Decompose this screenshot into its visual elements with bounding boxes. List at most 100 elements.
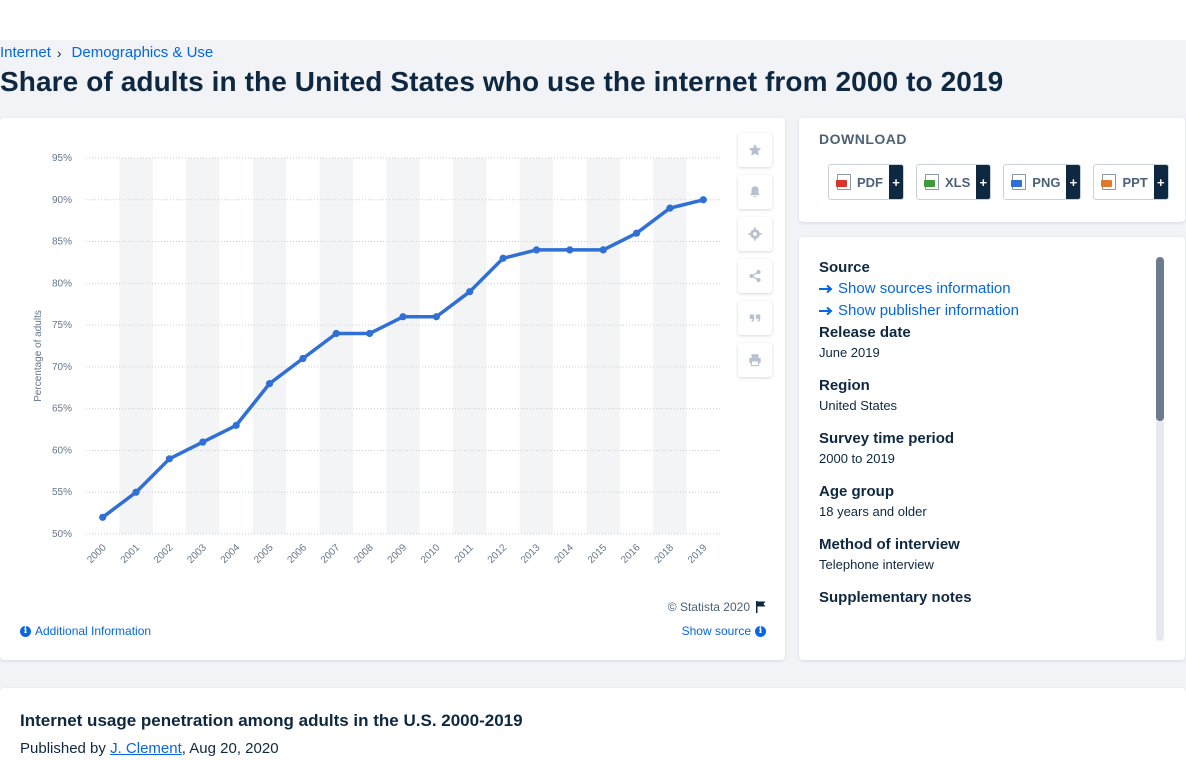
author-link[interactable]: J. Clement — [110, 740, 182, 757]
y-tick-label: 70% — [52, 362, 72, 373]
age-group-value: 18 years and older — [819, 504, 927, 519]
xls-file-icon — [924, 174, 939, 190]
ppt-file-icon — [1101, 174, 1117, 190]
star-icon — [748, 143, 762, 156]
column-band — [386, 158, 420, 534]
download-title: DOWNLOAD — [819, 131, 907, 147]
column-band — [319, 158, 353, 534]
x-tick-label: 2010 — [419, 542, 443, 566]
printer-icon — [749, 354, 761, 367]
notification-button[interactable] — [738, 175, 772, 209]
x-tick-label: 2006 — [286, 542, 310, 566]
copyright-text: © Statista 2020 — [667, 600, 750, 614]
settings-button[interactable] — [738, 217, 772, 251]
x-tick-label: 2012 — [486, 542, 510, 566]
share-button[interactable] — [738, 259, 772, 293]
y-tick-label: 75% — [52, 320, 72, 331]
show-publisher-link[interactable]: Show publisher information — [819, 302, 1159, 319]
details-scrollbar[interactable] — [1156, 257, 1164, 641]
x-tick-label: 2005 — [252, 542, 276, 566]
data-point — [632, 229, 641, 237]
survey-period-value: 2000 to 2019 — [819, 451, 895, 466]
share-icon — [749, 270, 761, 282]
release-date-label: Release date — [819, 324, 911, 341]
column-band — [453, 158, 487, 534]
x-tick-label: 2016 — [619, 542, 643, 566]
x-tick-label: 2013 — [519, 542, 543, 566]
breadcrumb-separator-icon: › — [56, 44, 62, 61]
x-tick-label: 2018 — [653, 542, 677, 566]
download-png-plus[interactable]: + — [1066, 165, 1081, 199]
breadcrumb: Internet › Demographics & Use — [0, 44, 213, 61]
data-point — [699, 196, 707, 204]
breadcrumb-internet[interactable]: Internet — [0, 44, 51, 61]
x-tick-label: 2014 — [552, 542, 576, 566]
flag-icon[interactable] — [756, 601, 767, 613]
data-point — [132, 488, 140, 496]
column-band — [519, 158, 554, 534]
y-tick-label: 65% — [52, 404, 72, 415]
column-band — [586, 158, 620, 534]
download-png-label: PNG — [1032, 174, 1061, 190]
data-point — [165, 455, 174, 463]
x-tick-label: 2015 — [586, 542, 610, 566]
y-tick-label: 85% — [52, 237, 72, 248]
show-sources-link[interactable]: Show sources information — [819, 280, 1159, 297]
breadcrumb-demographics[interactable]: Demographics & Use — [71, 44, 214, 61]
pdf-file-icon — [836, 174, 851, 190]
download-xls-button[interactable]: XLS + — [916, 164, 992, 200]
data-point — [232, 421, 240, 429]
column-band — [653, 158, 687, 534]
download-ppt-button[interactable]: PPT + — [1093, 164, 1169, 200]
y-tick-label: 50% — [52, 529, 72, 540]
show-sources-label: Show sources information — [838, 280, 1011, 297]
download-ppt-plus[interactable]: + — [1153, 165, 1168, 199]
release-date-value: June 2019 — [819, 345, 880, 360]
quote-icon — [749, 314, 761, 322]
additional-information-link[interactable]: i Additional Information — [20, 624, 151, 638]
x-tick-label: 2008 — [352, 542, 376, 566]
show-source-label: Show source — [681, 624, 751, 638]
y-tick-label: 90% — [52, 195, 72, 206]
data-point — [299, 354, 307, 363]
print-button[interactable] — [738, 343, 772, 377]
download-buttons: PDF + XLS + PNG + PPT + — [828, 164, 1169, 200]
download-png-button[interactable]: PNG + — [1003, 164, 1082, 200]
page-title: Share of adults in the United States who… — [0, 66, 1004, 97]
age-group-label: Age group — [819, 483, 894, 500]
x-tick-label: 2003 — [185, 542, 209, 566]
line-chart: 50% 55% 60% 65% 70% 75% 80% 85% 90% 95% Percentage… — [33, 153, 720, 566]
statistic-details: Source Show sources information Show pub… — [819, 259, 1159, 610]
published-prefix: Published by — [20, 740, 106, 757]
data-point — [599, 246, 607, 254]
top-bar — [0, 0, 1186, 40]
statistic-summary-card: Internet usage penetration among adults … — [0, 688, 1186, 760]
favorite-button[interactable] — [738, 133, 772, 167]
download-pdf-button[interactable]: PDF + — [828, 164, 904, 200]
published-by: Published by J. Clement, Aug 20, 2020 — [20, 740, 279, 757]
download-xls-plus[interactable]: + — [976, 165, 991, 199]
interview-method-value: Telephone interview — [819, 557, 934, 572]
details-scrollbar-thumb[interactable] — [1156, 257, 1164, 421]
download-xls-label: XLS — [945, 174, 971, 190]
y-axis-title: Percentage of adults — [33, 310, 44, 402]
data-point — [265, 380, 274, 388]
download-pdf-plus[interactable]: + — [889, 165, 903, 199]
column-band — [119, 158, 153, 534]
download-ppt-label: PPT — [1122, 174, 1148, 190]
x-tick-label: 2001 — [119, 542, 143, 566]
data-point — [332, 329, 340, 338]
column-band — [186, 158, 220, 534]
chart-card: 50% 55% 60% 65% 70% 75% 80% 85% 90% 95% Percentage… — [0, 118, 785, 660]
show-source-link[interactable]: Show source i — [682, 624, 766, 638]
show-publisher-label: Show publisher information — [838, 302, 1019, 319]
chart-copyright: © Statista 2020 — [668, 600, 767, 614]
cite-button[interactable] — [738, 301, 772, 335]
info-icon: i — [20, 625, 31, 637]
x-tick-label: 2019 — [686, 542, 710, 566]
data-point — [666, 204, 674, 212]
y-tick-label: 80% — [52, 278, 72, 289]
published-date: , Aug 20, 2020 — [181, 740, 279, 757]
data-point — [399, 313, 407, 321]
xls-icon-band — [924, 180, 935, 187]
